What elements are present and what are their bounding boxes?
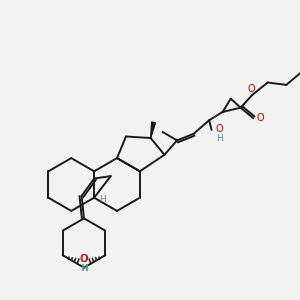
Text: H: H <box>80 264 87 273</box>
Text: H: H <box>81 264 88 273</box>
Text: H: H <box>216 134 222 143</box>
Text: O: O <box>256 113 264 123</box>
Text: O: O <box>80 254 88 265</box>
Polygon shape <box>151 122 155 138</box>
Text: O: O <box>80 254 88 265</box>
Text: O: O <box>215 124 223 134</box>
Text: H: H <box>99 195 106 204</box>
Text: O: O <box>248 84 255 94</box>
